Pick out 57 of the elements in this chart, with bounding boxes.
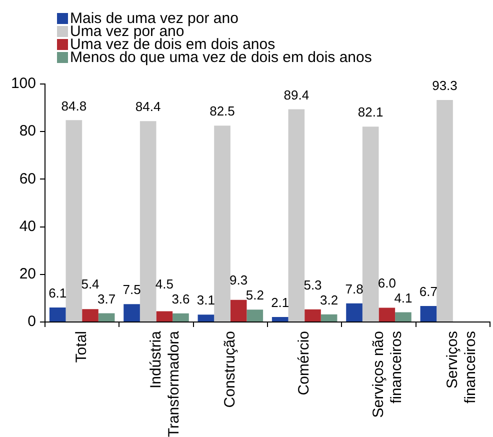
bar [420, 306, 437, 322]
data-label: 6.0 [378, 275, 396, 290]
data-label: 6.7 [419, 284, 438, 300]
data-label: 5.4 [81, 276, 100, 292]
data-label: 3.6 [172, 292, 190, 307]
bar [395, 312, 412, 322]
data-label: 9.3 [230, 272, 248, 288]
bar [304, 309, 321, 322]
y-tick-label: 40 [19, 218, 36, 235]
data-label: 93.3 [432, 78, 458, 94]
legend-label: Menos do que uma vez de dois em dois anos [70, 49, 372, 66]
bar [140, 121, 156, 322]
data-label: 4.5 [155, 276, 174, 292]
y-tick-label: 20 [19, 266, 36, 283]
x-tick-label: Construção [222, 331, 239, 408]
data-label: 7.8 [345, 282, 364, 297]
bar [124, 304, 140, 322]
data-label: 3.1 [196, 292, 215, 308]
bar [436, 100, 453, 322]
legend-label: Mais de uma vez por ano [70, 10, 238, 27]
bar [98, 313, 115, 322]
bar [272, 317, 288, 322]
bar [214, 126, 230, 322]
data-label: 5.3 [304, 277, 322, 292]
bar [362, 126, 379, 322]
data-label: 3.7 [98, 291, 116, 306]
data-label: 84.8 [61, 98, 87, 114]
x-tick-label: Comércio [296, 331, 313, 396]
x-tick-label: Indústria Transformadora [147, 330, 182, 437]
data-label: 2.1 [271, 295, 290, 310]
data-label: 6.1 [48, 286, 67, 301]
data-label: 82.1 [358, 104, 384, 120]
y-tick-label: 0 [28, 313, 36, 330]
bar [66, 120, 82, 322]
data-label: 4.1 [394, 290, 412, 306]
data-label: 3.2 [320, 292, 338, 308]
bar [230, 300, 247, 322]
bar [320, 314, 338, 322]
bar [172, 313, 189, 322]
bar [378, 308, 396, 322]
data-label: 89.4 [284, 87, 310, 102]
bar [156, 311, 173, 322]
y-tick-label: 100 [10, 75, 36, 92]
x-tick-label: Total [73, 331, 90, 363]
data-label: 84.4 [135, 99, 161, 114]
data-label: 82.5 [210, 104, 235, 119]
bar [82, 309, 98, 322]
bar [49, 307, 66, 322]
bar [346, 303, 362, 322]
bar [198, 314, 214, 322]
y-tick-label: 80 [19, 122, 36, 140]
data-label: 7.5 [122, 282, 141, 298]
x-tick-label: Serviços não financeiros [370, 331, 405, 418]
y-tick-label: 60 [19, 170, 36, 188]
bar [246, 310, 264, 322]
data-label: 5.2 [246, 288, 264, 303]
bar [288, 109, 305, 322]
